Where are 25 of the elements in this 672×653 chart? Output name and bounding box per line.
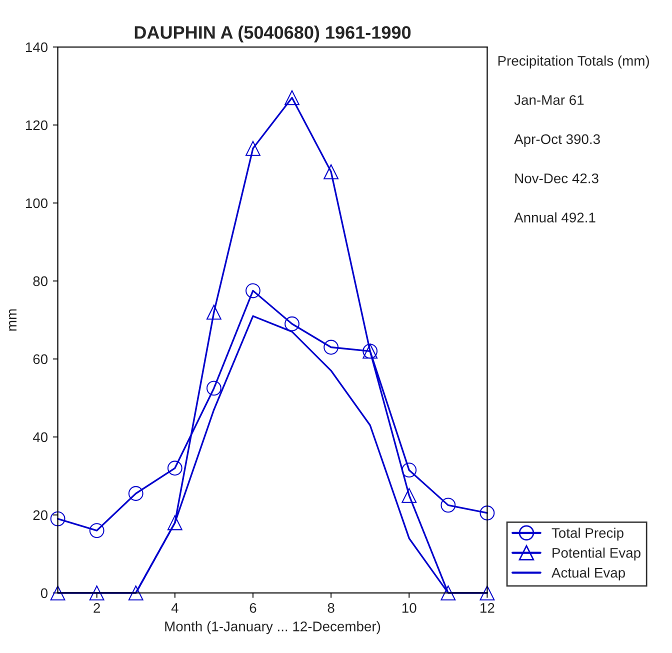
x-tick-label: 12 xyxy=(480,603,494,613)
y-tick-label: 120 xyxy=(26,120,48,130)
x-tick-label: 6 xyxy=(250,603,256,613)
y-tick-label: 20 xyxy=(33,510,48,520)
text: Annual 492.1 xyxy=(514,212,596,222)
y-tick-label: 60 xyxy=(33,354,48,364)
x-tick-label: 8 xyxy=(328,603,334,613)
legend-label: Actual Evap xyxy=(552,567,626,580)
text: Nov-Dec 42.3 xyxy=(515,173,598,184)
x-tick-label: 10 xyxy=(402,603,416,613)
chart-title: DAUPHIN A (5040680) 1961-1990 xyxy=(134,26,411,42)
legend-label: Potential Evap xyxy=(552,548,640,561)
x-tick-label: 4 xyxy=(171,603,178,613)
x-axis-title: Month (1-January ... 12-December) xyxy=(165,621,380,634)
text: Apr-Oct 390.3 xyxy=(514,134,600,147)
y-tick-label: 40 xyxy=(32,432,48,442)
text: Precipitation Totals (mm) xyxy=(498,56,649,69)
y-tick-label: 0 xyxy=(40,588,48,598)
legend-label: Total Precip xyxy=(552,528,624,541)
y-axis-title: mm xyxy=(8,309,16,331)
y-tick-label: 140 xyxy=(26,42,48,52)
y-tick-label: 80 xyxy=(33,276,48,286)
x-tick-label: 2 xyxy=(94,603,100,613)
y-tick-label: 100 xyxy=(26,198,48,208)
text: Jan-Mar 61 xyxy=(514,95,584,105)
